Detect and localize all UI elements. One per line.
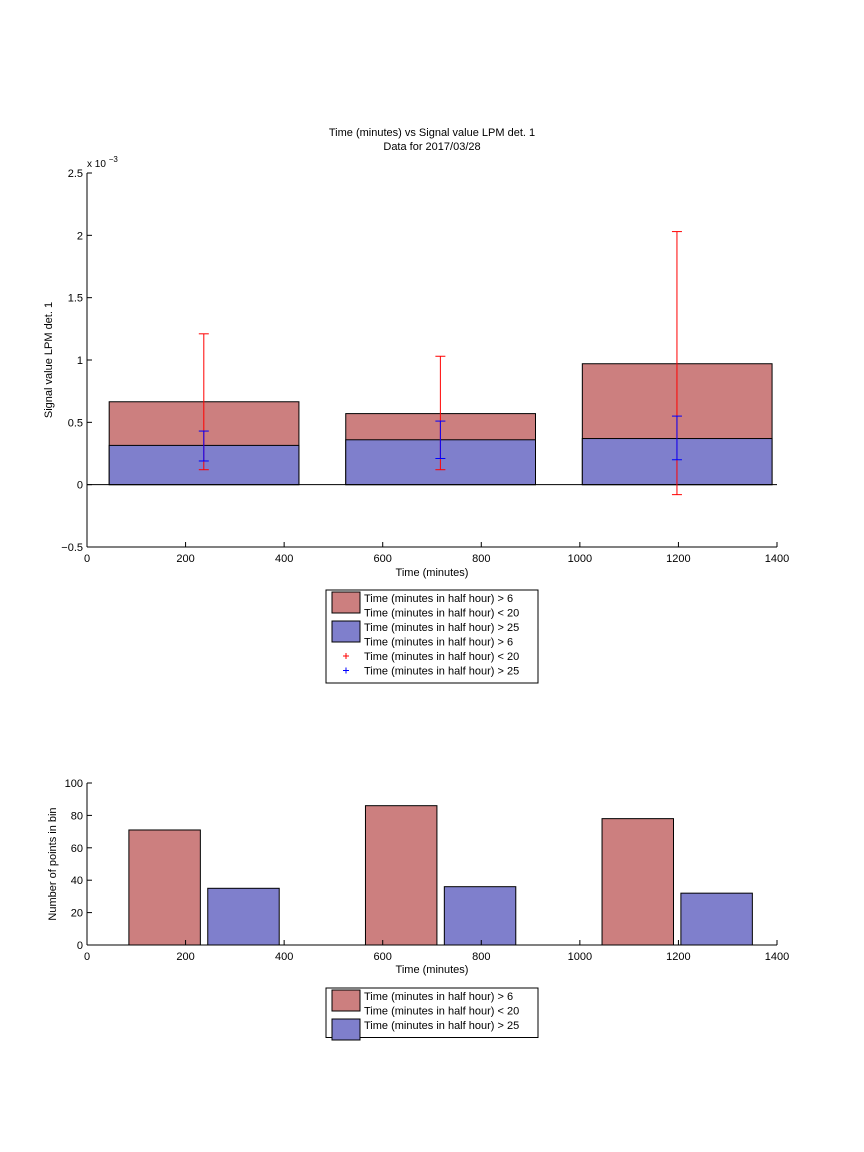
x-tick-label: 400 [275, 553, 293, 565]
legend-patch [331, 1018, 361, 1041]
y-tick-label: 0 [77, 940, 83, 952]
x-tick-label: 1400 [765, 553, 789, 565]
plot-area: 0 200 400 600 800 1000 1200 1400−0.500.511.522.… [61, 168, 789, 565]
x-tick-label: 1400 [765, 951, 789, 963]
y-tick-label: 1 [77, 355, 83, 367]
chart-subtitle: Data for 2017/03/28 [383, 141, 480, 153]
y-tick-label: 80 [71, 810, 83, 822]
x-tick-label: 1200 [666, 951, 690, 963]
legend-label: Time (minutes in half hour) > 6 [364, 637, 513, 649]
legend-box [325, 987, 539, 1038]
legend-label: Time (minutes in half hour) < 20 [364, 608, 519, 620]
x-axis-label: Time (minutes) [396, 964, 469, 976]
legend-label: Time (minutes in half hour) > 6 [364, 991, 513, 1003]
legend-label: Time (minutes in half hour) > 25 [364, 1020, 519, 1032]
y-tick-label: 100 [65, 778, 83, 790]
x-tick-label: 0 [84, 553, 90, 565]
bar-blue [680, 892, 753, 946]
y-exponent-power: −3 [109, 155, 119, 164]
x-tick-label: 800 [472, 951, 490, 963]
bar-blue [207, 887, 280, 946]
y-exponent-base: x 10 [87, 159, 106, 170]
y-axis-label: Signal value LPM det. 1 [43, 302, 55, 418]
bar-red [601, 818, 674, 946]
legend-label: Time (minutes in half hour) > 25 [364, 622, 519, 634]
legend-label: Time (minutes in half hour) > 25 [364, 666, 519, 678]
x-tick-label: 200 [176, 951, 194, 963]
y-exponent-label: x 10 −3 [87, 155, 118, 170]
chart-title: Time (minutes) vs Signal value LPM det. … [329, 127, 535, 139]
y-tick-label: −0.5 [61, 542, 83, 554]
y-tick-label: 2 [77, 230, 83, 242]
y-tick-label: 1.5 [68, 293, 83, 305]
legend-patch [331, 620, 361, 643]
y-axis-label: Number of points in bin [47, 807, 59, 920]
legend: Time (minutes in half hour) > 6 Time (min… [325, 987, 539, 1041]
x-tick-label: 400 [275, 951, 293, 963]
x-tick-label: 0 [84, 951, 90, 963]
legend-label: Time (minutes in half hour) < 20 [364, 651, 519, 663]
y-tick-label: 40 [71, 875, 83, 887]
legend-label: Time (minutes in half hour) > 6 [364, 593, 513, 605]
bar-blue [443, 886, 517, 946]
x-tick-label: 1000 [568, 553, 592, 565]
x-tick-label: 600 [374, 951, 392, 963]
plot-area: 0 200 400 600 800 1000 1200 1400 0 20 40 60 80 100 [65, 778, 790, 963]
signal-chart: Time (minutes) vs Signal value LPM det. … [43, 127, 789, 684]
x-axis-label: Time (minutes) [396, 567, 469, 579]
legend-box [325, 589, 539, 684]
y-tick-label: 20 [71, 908, 83, 920]
x-tick-label: 800 [472, 553, 490, 565]
y-tick-label: 2.5 [68, 168, 83, 180]
legend: Time (minutes in half hour) > 6 Time (min… [325, 589, 539, 684]
legend-label: Time (minutes in half hour) < 20 [364, 1006, 519, 1018]
y-tick-label: 0.5 [68, 417, 83, 429]
x-tick-label: 600 [374, 553, 392, 565]
x-tick-label: 200 [176, 553, 194, 565]
y-tick-label: 0 [77, 480, 83, 492]
bar-red [364, 805, 438, 946]
count-chart: 0 200 400 600 800 1000 1200 1400 0 20 40 60 80 100 Ti… [47, 778, 790, 1041]
x-tick-label: 1200 [666, 553, 690, 565]
y-tick-label: 60 [71, 843, 83, 855]
legend-patch [331, 591, 361, 614]
bar-red [128, 829, 201, 946]
legend-patch [331, 989, 361, 1012]
x-tick-label: 1000 [568, 951, 592, 963]
